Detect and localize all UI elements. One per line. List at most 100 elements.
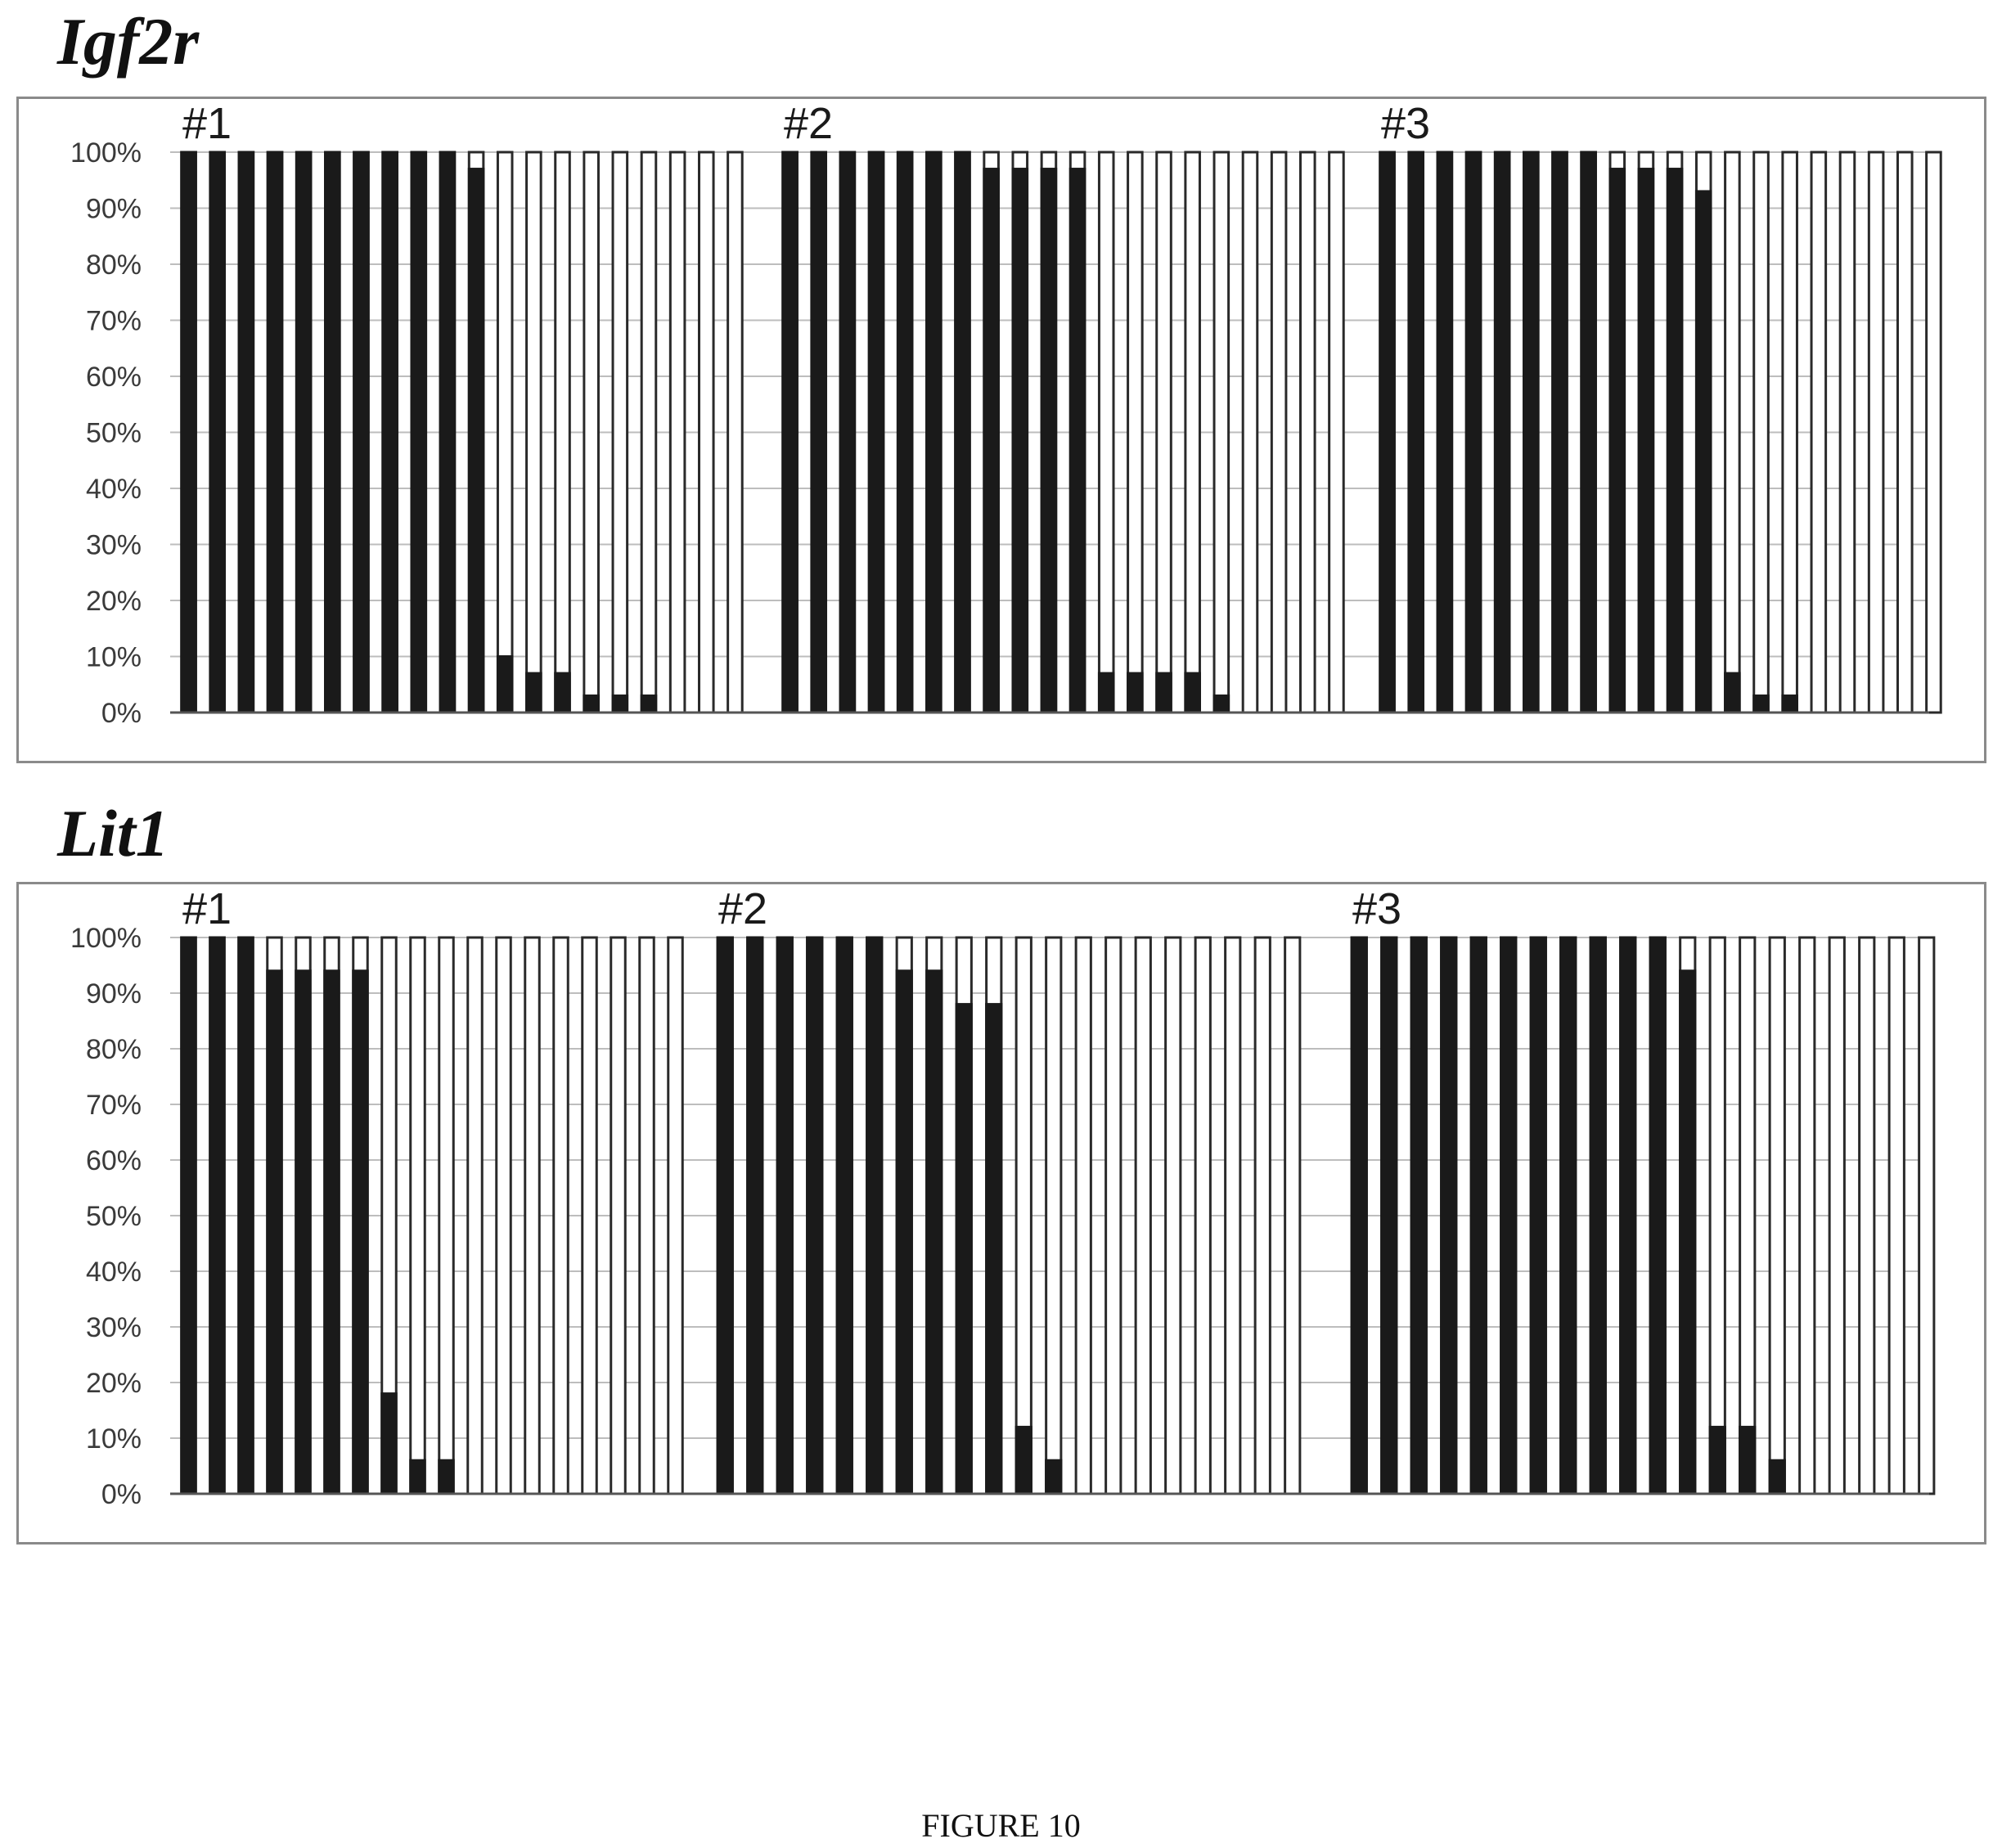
- bar-outline: [1298, 151, 1316, 714]
- igf2r-panel-title: Igf2r: [57, 4, 200, 79]
- bar-outline: [554, 151, 571, 714]
- group-label: #1: [182, 884, 232, 933]
- bar-outline: [1708, 936, 1726, 1495]
- bar: [525, 672, 542, 714]
- bar-outline: [1284, 936, 1302, 1495]
- bar: [776, 936, 794, 1495]
- bar-outline: [525, 151, 542, 714]
- bar-outline: [1074, 936, 1092, 1495]
- bar-outline: [1104, 936, 1122, 1495]
- y-tick-label: 10%: [86, 642, 142, 673]
- bar: [1040, 168, 1058, 714]
- bar: [835, 936, 853, 1495]
- y-tick-label: 50%: [86, 1201, 142, 1232]
- bar: [1014, 1425, 1032, 1495]
- y-tick-label: 40%: [86, 474, 142, 505]
- bar: [640, 694, 658, 714]
- figure-caption: FIGURE 10: [921, 1807, 1081, 1844]
- bar: [353, 151, 370, 714]
- y-tick-label: 20%: [86, 1368, 142, 1399]
- bar-outline: [1241, 151, 1259, 714]
- bar-outline: [1781, 151, 1798, 714]
- bar: [1649, 936, 1667, 1495]
- bar-outline: [667, 936, 684, 1495]
- bar-outline: [1164, 936, 1182, 1495]
- bar-outline: [466, 936, 484, 1495]
- bar-outline: [1270, 151, 1288, 714]
- bar: [1380, 936, 1398, 1495]
- y-tick-label: 20%: [86, 586, 142, 617]
- lit1-chart-frame: 0% 10% 20% 30% 40% 50% 60% 70% 80% 90% 100% #1 #2 #3: [16, 882, 1986, 1544]
- bar-outline: [1253, 936, 1271, 1495]
- lit1-panel-title: Lit1: [57, 796, 169, 870]
- bar: [1589, 936, 1607, 1495]
- bar: [1350, 936, 1368, 1495]
- bar-outline: [638, 936, 655, 1495]
- bar-outline: [1045, 936, 1063, 1495]
- y-tick-label: 60%: [86, 1145, 142, 1176]
- bar: [1493, 151, 1511, 714]
- bar: [381, 151, 398, 714]
- y-tick-label: 90%: [86, 194, 142, 225]
- bar: [1407, 151, 1425, 714]
- y-tick-label: 100%: [70, 137, 142, 169]
- group-label: #1: [182, 99, 232, 148]
- bar-outline: [1134, 936, 1152, 1495]
- y-tick-label: 70%: [86, 306, 142, 337]
- bar: [1768, 1459, 1786, 1495]
- bar: [1619, 936, 1637, 1495]
- bar-outline: [1097, 151, 1115, 714]
- y-tick-label: 70%: [86, 1090, 142, 1121]
- bar-outline: [409, 936, 426, 1495]
- bar: [955, 1003, 973, 1495]
- bar-outline: [1127, 151, 1144, 714]
- bar: [295, 151, 313, 714]
- bar-outline: [1828, 936, 1846, 1495]
- bar-outline: [727, 151, 744, 714]
- bar-outline: [1224, 936, 1242, 1495]
- bar: [1212, 694, 1230, 714]
- bar: [954, 151, 971, 714]
- bar-outline: [668, 151, 686, 714]
- bar: [810, 151, 828, 714]
- bar-outline: [1739, 936, 1757, 1495]
- y-tick-label: 80%: [86, 1034, 142, 1065]
- bar: [1781, 694, 1798, 714]
- bar: [866, 936, 884, 1495]
- bar-outline: [1184, 151, 1201, 714]
- bar: [323, 969, 340, 1495]
- y-tick-label: 50%: [86, 418, 142, 449]
- bar-outline: [1328, 151, 1345, 714]
- bar: [352, 969, 369, 1495]
- bar: [1708, 1425, 1726, 1495]
- bar-outline: [1867, 151, 1885, 714]
- bar-outline: [611, 151, 629, 714]
- bar: [438, 1459, 455, 1495]
- bar: [324, 151, 341, 714]
- bar: [1011, 168, 1029, 714]
- bar: [1127, 672, 1144, 714]
- bar: [380, 1392, 398, 1495]
- y-tick-label: 0%: [101, 1479, 142, 1510]
- bar-group-1: [180, 936, 684, 1495]
- y-tick-label: 80%: [86, 250, 142, 281]
- bar-outline: [610, 936, 627, 1495]
- bar: [983, 168, 1000, 714]
- bar-outline: [581, 936, 598, 1495]
- bar-outline: [1925, 151, 1942, 714]
- bar-outline: [1014, 936, 1032, 1495]
- bar-outline: [1838, 151, 1856, 714]
- bar: [1551, 151, 1568, 714]
- bar: [1184, 672, 1201, 714]
- bar-outline: [1798, 936, 1816, 1495]
- bar: [746, 936, 764, 1495]
- bar: [896, 151, 914, 714]
- bar: [925, 969, 943, 1495]
- bar: [1637, 168, 1655, 714]
- bar-outline: [1194, 936, 1212, 1495]
- group-label: #2: [718, 884, 767, 933]
- bar-outline: [1896, 151, 1914, 714]
- lit1-bar-chart: 0% 10% 20% 30% 40% 50% 60% 70% 80% 90% 100% #1 #2 #3: [70, 884, 1936, 1510]
- bar: [1752, 694, 1770, 714]
- igf2r-bar-chart: 0% 10% 20% 30% 40% 50% 60% 70% 80% 90% 100% #1 #2 #3: [70, 99, 1942, 729]
